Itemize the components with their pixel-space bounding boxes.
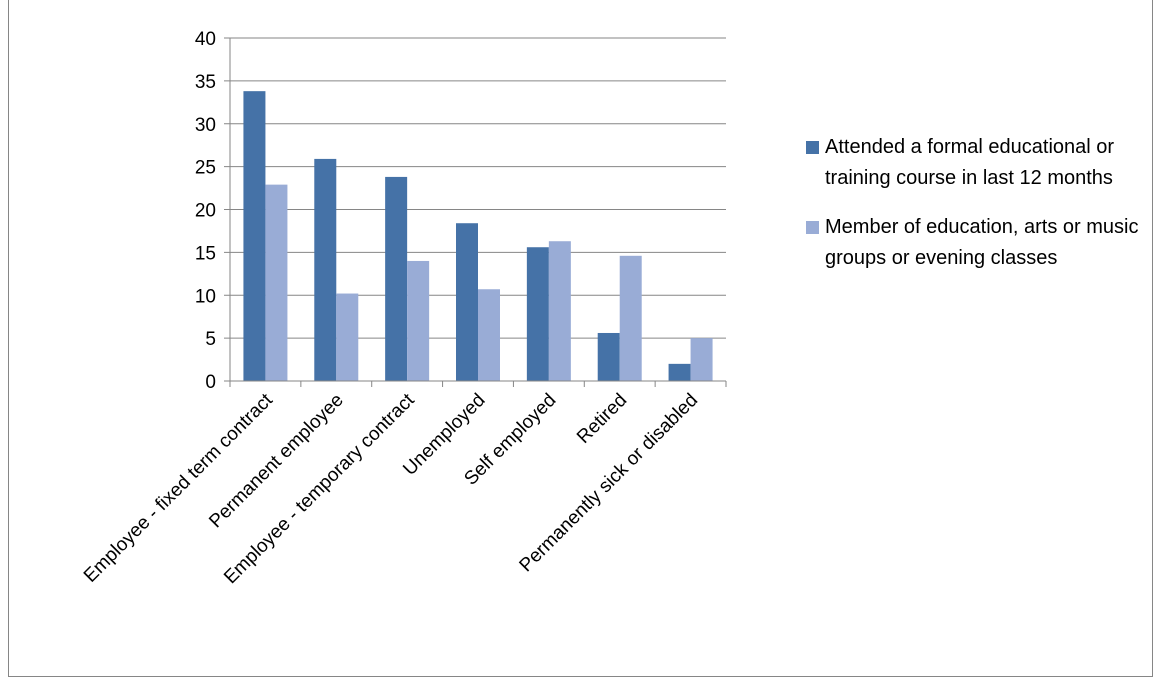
legend: Attended a formal educational or trainin… (806, 132, 1151, 292)
bar-series-2 (478, 289, 500, 381)
y-tick-label: 0 (205, 372, 216, 393)
bar-series-1 (456, 223, 478, 381)
y-tick-label: 35 (195, 72, 216, 93)
legend-swatch-series-2 (806, 221, 819, 234)
legend-item-series-2: Member of education, arts or music group… (806, 212, 1151, 274)
bar-series-1 (526, 247, 549, 381)
legend-swatch-series-1 (806, 141, 819, 154)
bar-series-2 (548, 241, 571, 381)
bar-series-2 (336, 293, 359, 381)
legend-label-series-2: Member of education, arts or music group… (825, 216, 1139, 269)
y-tick-label: 20 (195, 201, 216, 222)
bar-series-1 (243, 91, 266, 381)
axes (224, 37, 727, 387)
y-tick-label: 40 (195, 29, 216, 50)
bar-series-1 (314, 158, 337, 381)
x-tick-label: Retired (573, 390, 631, 448)
bars (243, 91, 713, 381)
bar-series-1 (385, 176, 408, 381)
bar-series-2 (690, 338, 713, 381)
y-tick-label: 10 (195, 286, 216, 307)
y-tick-label: 25 (195, 158, 216, 179)
legend-item-series-1: Attended a formal educational or trainin… (806, 132, 1151, 194)
y-tick-label: 30 (195, 115, 216, 136)
y-tick-label: 15 (195, 243, 216, 264)
x-tick-label: Permanent employee (205, 390, 348, 533)
bar-series-2 (265, 184, 288, 381)
legend-label-series-1: Attended a formal educational or trainin… (825, 136, 1115, 189)
bar-series-1 (668, 363, 691, 381)
y-tick-labels: 0 5 10 15 20 25 30 35 40 (195, 29, 216, 393)
bar-series-2 (619, 255, 642, 381)
bar-series-2 (407, 260, 430, 381)
y-tick-label: 5 (205, 329, 216, 350)
bar-series-1 (597, 332, 620, 381)
x-tick-labels: Employee - fixed term contractPermanent … (80, 389, 702, 588)
